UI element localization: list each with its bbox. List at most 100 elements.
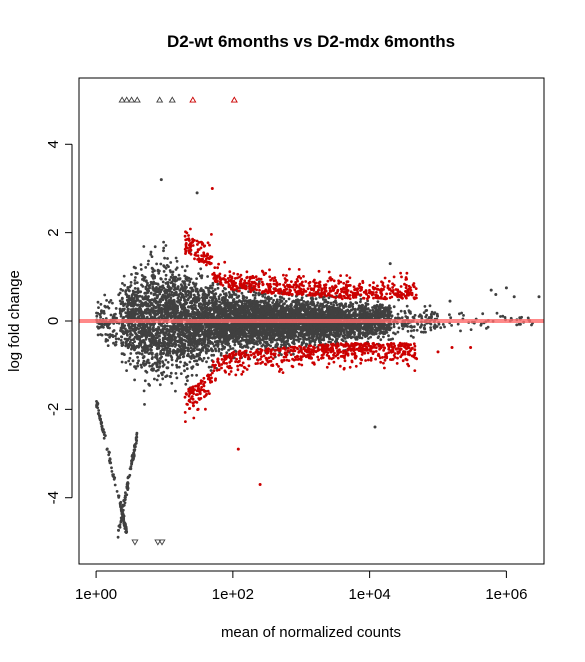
point-non-significant xyxy=(106,326,110,329)
point-non-significant xyxy=(156,347,160,350)
point-non-significant xyxy=(271,301,274,304)
point-non-significant xyxy=(202,356,206,360)
point-non-significant xyxy=(149,250,153,254)
point-non-significant xyxy=(300,296,304,299)
point-non-significant xyxy=(195,345,199,348)
point-non-significant xyxy=(151,334,155,338)
point-non-significant xyxy=(264,299,267,302)
point-non-significant xyxy=(184,382,188,386)
point-non-significant xyxy=(238,343,242,346)
point-non-significant xyxy=(122,274,126,278)
point-non-significant xyxy=(209,369,213,372)
point-non-significant xyxy=(150,255,154,258)
point-non-significant xyxy=(147,352,151,355)
point-non-significant xyxy=(187,276,191,280)
point-non-significant xyxy=(110,466,113,470)
point-non-significant xyxy=(97,306,100,309)
point-non-significant xyxy=(385,331,389,334)
point-non-significant xyxy=(162,370,166,374)
point-non-significant xyxy=(292,352,295,356)
point-non-significant xyxy=(166,346,170,349)
point-non-significant xyxy=(281,328,285,332)
point-non-significant xyxy=(119,339,123,342)
point-non-significant xyxy=(131,342,135,345)
point-non-significant xyxy=(253,296,257,300)
point-non-significant xyxy=(224,342,228,346)
point-non-significant xyxy=(371,308,375,312)
point-non-significant xyxy=(141,304,145,307)
point-non-significant xyxy=(216,340,220,344)
point-non-significant xyxy=(300,341,304,344)
point-non-significant xyxy=(104,434,107,437)
point-non-significant xyxy=(176,348,180,352)
point-non-significant xyxy=(170,311,173,314)
point-non-significant xyxy=(243,344,246,348)
point-non-significant xyxy=(103,293,107,297)
point-non-significant xyxy=(392,325,396,329)
point-non-significant xyxy=(343,333,347,337)
point-non-significant xyxy=(151,311,155,315)
point-non-significant xyxy=(181,289,185,293)
point-non-significant xyxy=(355,327,358,331)
point-non-significant xyxy=(149,253,153,256)
point-non-significant xyxy=(157,316,161,320)
point-non-significant xyxy=(360,336,364,340)
point-non-significant xyxy=(335,340,339,343)
point-non-significant xyxy=(111,330,115,333)
point-non-significant xyxy=(344,303,347,306)
point-non-significant xyxy=(261,294,265,298)
point-non-significant xyxy=(237,328,241,332)
point-non-significant xyxy=(169,261,173,264)
point-non-significant xyxy=(195,354,199,358)
point-non-significant xyxy=(155,262,159,266)
point-non-significant xyxy=(331,338,334,342)
point-non-significant xyxy=(401,327,405,331)
point-non-significant xyxy=(120,360,124,364)
point-non-significant xyxy=(168,278,172,282)
point-non-significant xyxy=(359,300,362,304)
point-non-significant xyxy=(185,264,189,268)
point-non-significant xyxy=(232,298,236,301)
point-non-significant xyxy=(422,330,425,334)
point-non-significant xyxy=(258,341,262,345)
point-non-significant xyxy=(162,304,165,307)
point-non-significant xyxy=(351,335,354,339)
point-non-significant xyxy=(201,359,204,363)
point-non-significant xyxy=(400,324,404,328)
point-non-significant xyxy=(267,295,270,299)
point-non-significant xyxy=(391,337,394,341)
point-non-significant xyxy=(167,265,170,268)
point-non-significant xyxy=(139,363,143,367)
point-non-significant xyxy=(164,244,168,247)
point-non-significant xyxy=(223,286,226,290)
point-non-significant xyxy=(263,292,267,296)
point-non-significant xyxy=(174,276,178,279)
point-non-significant xyxy=(161,327,165,331)
point-non-significant xyxy=(142,355,146,359)
point-non-significant xyxy=(153,276,157,280)
point-non-significant xyxy=(254,291,258,295)
point-non-significant xyxy=(241,338,244,342)
point-non-significant xyxy=(412,336,415,339)
point-non-significant xyxy=(156,283,160,286)
point-non-significant xyxy=(150,348,153,352)
point-non-significant xyxy=(486,325,490,329)
point-non-significant xyxy=(259,328,262,331)
point-non-significant xyxy=(284,299,288,303)
point-non-significant xyxy=(209,336,213,340)
point-non-significant xyxy=(159,277,163,281)
point-non-significant xyxy=(214,347,217,351)
point-non-significant xyxy=(162,240,166,244)
point-non-significant xyxy=(162,264,166,268)
point-non-significant xyxy=(109,313,113,317)
point-non-significant xyxy=(127,359,131,363)
point-non-significant xyxy=(413,313,417,317)
point-non-significant xyxy=(162,342,166,346)
point-non-significant xyxy=(170,280,174,284)
point-non-significant xyxy=(148,364,152,368)
point-non-significant xyxy=(345,330,349,333)
point-non-significant xyxy=(105,299,108,302)
point-non-significant xyxy=(213,295,216,299)
point-non-significant xyxy=(269,344,272,348)
